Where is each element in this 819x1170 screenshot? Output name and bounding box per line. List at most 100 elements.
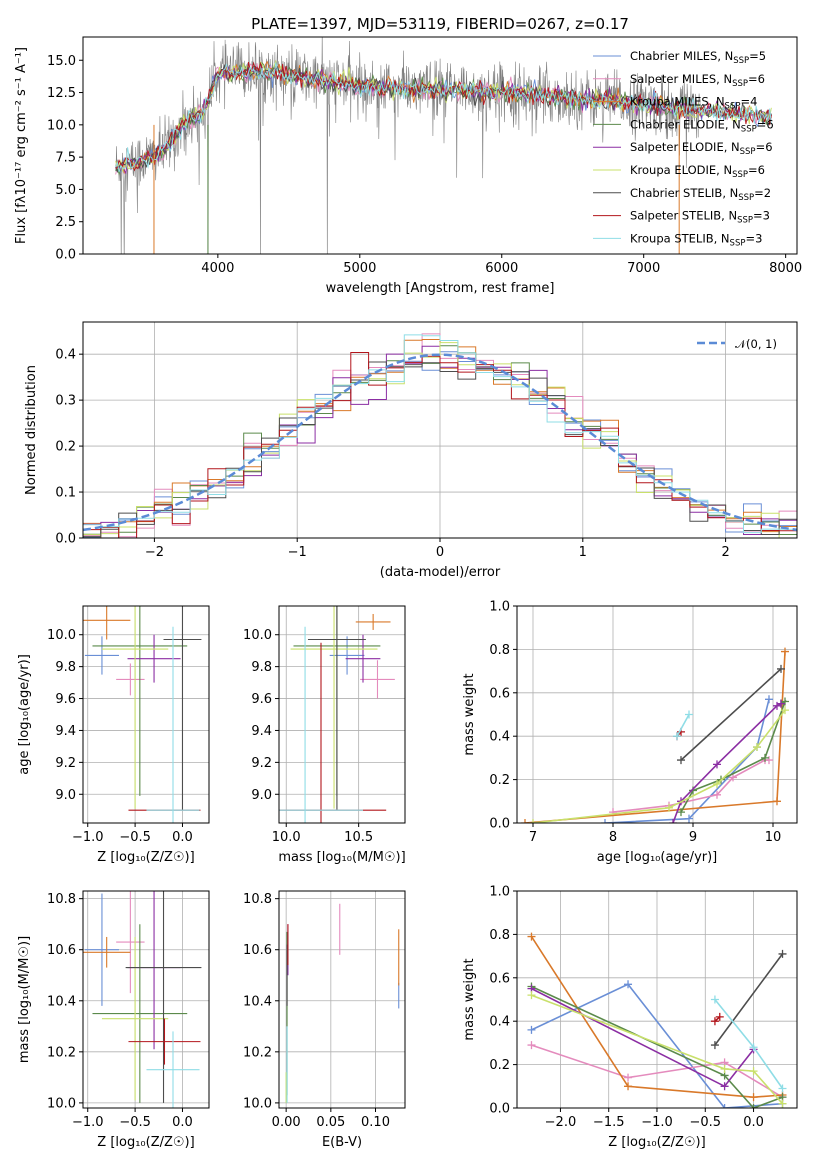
weight_vs_age-series-line [676,714,690,737]
age_vs_Z-frame [82,605,210,824]
age_vs_mass-errorbar [360,660,395,699]
weight_vs_age-series-line [604,699,770,823]
spectrum-ytick-label: 15.0 [47,54,76,69]
plot-layer: 4000 5000 6000 7000 80000.02.55.07.510.012.5… [14,36,802,1150]
residuals-xtick-label: −1 [288,545,307,560]
spectrum-legend: Chabrier MILES, NSSP=5 Salpeter MILES, NS… [593,49,774,248]
weight_vs_age-xlabel: age [log₁₀(age/yr)] [597,850,718,865]
weight_vs_age-ytick-label: 1.0 [489,600,510,615]
age_vs_Z-ytick-label: 9.4 [55,724,76,739]
weight_vs_age-marker [777,664,785,673]
residuals-xtick-label: 2 [721,545,729,560]
age_vs_Z-ytick-label: 9.0 [55,788,76,803]
age_vs_Z-xlabel: Z [log₁₀(Z/Z☉)] [97,850,194,865]
age_vs_mass-ytick-label: 9.4 [251,724,272,739]
mass_vs_ebv-xtick-label: 0.05 [316,1115,345,1130]
weight_vs_age-marker [729,773,737,782]
mass_vs_Z-frame [82,890,210,1109]
spectrum-ytick-label: 12.5 [47,86,76,101]
weight_vs_Z-series-line [530,936,783,1099]
weight_vs_Z-series [527,984,758,1091]
age_vs_mass-xtick-label: 10.0 [272,830,301,845]
age_vs_Z-axes: −1.0 −0.5 0.0 9.0 9.2 9.4 9.6 9.8 10.0 [47,605,210,845]
weight_vs_Z-marker [710,995,719,1004]
mass_vs_Z-errorbar [146,1031,200,1108]
residuals-plot-area [83,333,797,538]
weight_vs_Z-marker [720,1064,729,1073]
weight_vs_Z-plot-area [527,932,787,1108]
spectrum-xtick-label: 6000 [485,261,518,276]
mass_vs_ebv-ytick-label: 10.0 [243,1096,272,1111]
weight_vs_Z-marker [710,1041,719,1050]
weight_vs_age-ytick-label: 0.2 [489,773,510,788]
residuals-xtick-label: 1 [579,545,587,560]
weight_vs_Z-frame-group: −2.0 −1.5 −1.0 −0.5 0.0 0.0 0.2 0.4 0.6 0.8 1.0 [489,885,798,1130]
weight_vs_age-marker [713,760,721,769]
weight_vs_age-marker [773,797,781,806]
age_vs_mass-ytick-label: 9.0 [251,788,272,803]
weight_vs_age-series [673,710,693,741]
weight_vs_age-xtick-label: 9 [689,830,697,845]
weight_vs_Z-marker [527,1041,536,1050]
mass_vs_Z-xlabel: Z [log₁₀(Z/Z☉)] [97,1135,194,1150]
weight_vs_Z-xtick-label: −0.5 [689,1115,721,1130]
weight_vs_Z-marker [624,980,633,989]
weight_vs_Z-series [710,949,787,1050]
weight_vs_age-marker [521,819,529,823]
mass_vs_Z-axes: −1.0 −0.5 0.0 10.0 10.2 10.4 10.6 10.8 [47,890,210,1130]
weight_vs_age-marker [669,819,677,823]
weight_vs_age-marker [677,756,685,765]
spectrum-xtick-label: 7000 [627,261,660,276]
normal-curve [83,353,797,532]
weight_vs_Z-marker [778,1099,787,1108]
age_vs_mass-ytick-label: 9.2 [251,756,272,771]
age_vs_Z-errorbar [163,606,202,811]
mass_vs_ebv-frame [278,890,406,1109]
weight_vs_age-marker [761,753,769,762]
spectrum-xtick-label: 4000 [201,261,234,276]
legend-entry: Kroupa ELODIE, NSSP=6 [630,163,765,180]
mass_vs_Z-ylabel: mass [log₁₀(M/M☉)] [17,936,32,1063]
legend-entry: Salpeter ELODIE, NSSP=6 [630,140,773,157]
mass_vs_Z-errorbar [125,891,202,1103]
residuals-xtick-label: −2 [145,545,164,560]
legend-entry: Salpeter MILES, NSSP=6 [630,72,765,89]
weight_vs_age-series-line [524,651,786,823]
weight_vs_age-marker [665,803,673,812]
age_vs_mass-ytick-label: 10.0 [243,628,272,643]
age_vs_mass-axes: 10.0 10.5 9.0 9.2 9.4 9.6 9.8 10.0 [243,605,406,845]
weight_vs_Z-xtick-label: −1.5 [593,1115,625,1130]
weight_vs_age-marker [685,814,693,823]
weight_vs_Z-series-line [531,985,783,1108]
weight_vs_age-marker [781,706,789,715]
spectrum-model-line [115,62,772,173]
mass_vs_Z-xtick-label: −1.0 [72,1115,104,1130]
age_vs_Z-xtick-label: 0.0 [172,830,193,845]
mass_vs_Z-xtick-label: −0.5 [119,1115,151,1130]
residuals-ytick-label: 0.0 [55,532,76,547]
weight_vs_age-frame [516,605,798,824]
age_vs_mass-plot-area [279,606,395,823]
weight_vs_Z-series-line [714,953,784,1046]
age_vs_mass-errorbar [307,606,366,811]
mass_vs_Z-plot-area [83,891,202,1108]
weight_vs_Z-series-line [531,994,784,1105]
weight_vs_age-ytick-label: 0.0 [489,817,510,832]
age_vs_Z-ytick-label: 10.0 [47,628,76,643]
spectrum-data-line [115,37,701,254]
age_vs_Z-errorbar [101,606,169,809]
weight_vs_age-axes: 7 8 9 10 0.0 0.2 0.4 0.6 0.8 1.0 [489,600,798,845]
residuals-ytick-label: 0.4 [55,348,76,363]
age_vs_mass-ytick-label: 9.8 [251,660,272,675]
weight_vs_Z-series [710,995,787,1093]
residuals-ylabel: Normed distribution [24,365,39,495]
age_vs_Z-errorbar [146,626,200,823]
weight_vs_Z-marker [527,1025,536,1034]
weight_vs_age-marker [781,647,789,656]
mass_vs_ebv-xtick-label: 0.00 [272,1115,301,1130]
weight_vs_age-xtick-label: 7 [529,830,537,845]
residual-histogram [83,352,797,538]
mass_vs_ebv-frame-group: 0.00 0.05 0.10 10.0 10.2 10.4 10.6 10.8 [243,890,406,1130]
mass_vs_ebv-ytick-label: 10.6 [243,943,272,958]
